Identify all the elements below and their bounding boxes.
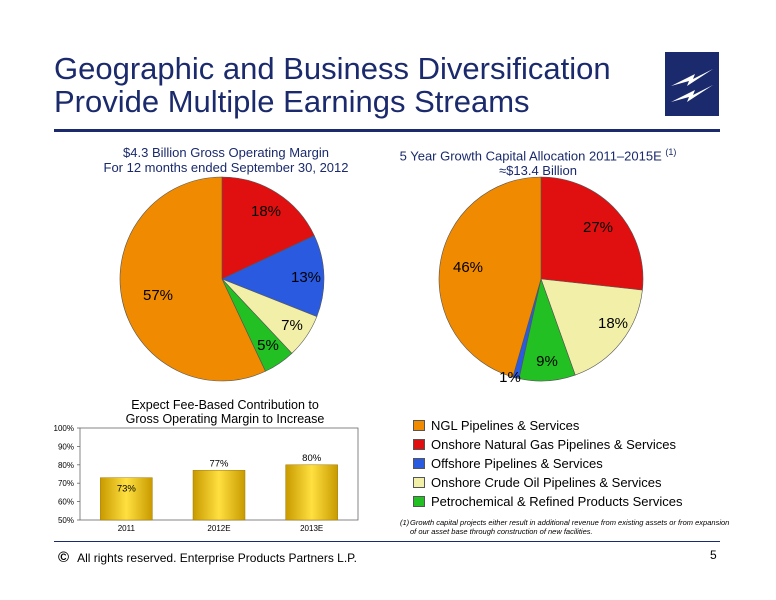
chart-legend: NGL Pipelines & Services Onshore Natural… — [413, 416, 682, 511]
pie2-title: 5 Year Growth Capital Allocation 2011–20… — [388, 145, 688, 178]
pie2-title-superscript: (1) — [665, 147, 677, 157]
pie1-slice-ngl — [119, 176, 266, 382]
legend-label-offshore: Offshore Pipelines & Services — [431, 456, 603, 471]
pie2-label-ngl: 46% — [453, 259, 483, 276]
bar-y-tick-label: 60% — [58, 498, 74, 507]
legend-item-crude-oil: Onshore Crude Oil Pipelines & Services — [413, 473, 682, 492]
footer-divider — [54, 541, 720, 542]
copyright-text: All rights reserved. Enterprise Products… — [77, 550, 357, 565]
page-title: Geographic and Business Diversification … — [54, 52, 654, 118]
pie2-slice-natural-gas — [540, 176, 644, 291]
pie1-title-line-2: For 12 months ended September 30, 2012 — [103, 160, 349, 175]
pie-chart-growth-capital: 46% 27% 1% 18% 9% — [438, 176, 644, 386]
pie2-title-line-2: ≈$13.4 Billion — [499, 163, 577, 179]
legend-swatch-natural-gas — [413, 439, 425, 450]
legend-label-petrochemical: Petrochemical & Refined Products Service… — [431, 494, 683, 509]
bar-x-tick-label: 2011 — [118, 524, 136, 533]
legend-swatch-petrochemical — [413, 496, 425, 507]
bar-data-label: 77% — [209, 458, 229, 469]
bar-y-tick-label: 70% — [58, 479, 74, 488]
pie-chart-gross-operating-margin: 57% 18% 13% 7%5% — [119, 176, 325, 382]
bar-y-tick-label: 90% — [58, 442, 74, 451]
pie1-label-petrochemical: 5% — [257, 337, 279, 354]
legend-item-offshore: Offshore Pipelines & Services — [413, 454, 682, 473]
footnote-number: (1) — [400, 518, 410, 527]
title-divider — [54, 129, 720, 132]
pie2-title-line-1: 5 Year Growth Capital Allocation 2011–20… — [388, 145, 688, 163]
bar-y-tick-label: 100% — [54, 424, 74, 433]
pie1-label-natural-gas: 18% — [251, 203, 281, 220]
company-logo — [665, 52, 719, 116]
pie2-slice-crude-oil — [540, 278, 643, 376]
pie1-title: $4.3 Billion Gross Operating Margin For … — [81, 145, 371, 175]
page-title-line-2: Provide Multiple Earnings Streams — [54, 84, 530, 119]
pie2-label-petrochemical: 9% — [536, 353, 558, 370]
footnote: (1) Growth capital projects either resul… — [400, 518, 730, 536]
legend-item-natural-gas: Onshore Natural Gas Pipelines & Services — [413, 435, 682, 454]
bar-chart-title-line-2: Gross Operating Margin to Increase — [125, 412, 325, 426]
legend-swatch-offshore — [413, 458, 425, 469]
bar-y-tick-label: 80% — [58, 461, 74, 470]
legend-swatch-ngl — [413, 420, 425, 431]
copyright-icon: © — [58, 549, 70, 566]
bar-2011 — [100, 477, 153, 521]
legend-label-crude-oil: Onshore Crude Oil Pipelines & Services — [431, 475, 662, 490]
pie1-slice-offshore — [221, 235, 325, 317]
pie2-label-crude-oil: 18% — [598, 315, 628, 332]
bar-2012E — [192, 470, 246, 521]
page-title-line-1: Geographic and Business Diversification — [54, 51, 611, 86]
pie1-label-offshore: 13% — [291, 269, 321, 286]
bar-x-tick-label: 2012E — [207, 524, 230, 533]
lightning-logo-icon — [665, 52, 719, 116]
pie1-label-ngl: 57% — [143, 287, 173, 304]
bar-chart-title-line-1: Expect Fee-Based Contribution to — [131, 398, 319, 412]
legend-swatch-crude-oil — [413, 477, 425, 488]
bar-data-label: 73% — [117, 484, 137, 495]
bar-y-tick-label: 50% — [58, 516, 74, 525]
legend-item-petrochemical: Petrochemical & Refined Products Service… — [413, 492, 682, 511]
legend-item-ngl: NGL Pipelines & Services — [413, 416, 682, 435]
bar-chart-fee-based: 50% 60% 70% 80% 90% 100% 73% 2011 77% 2012E 80% 201… — [54, 424, 359, 533]
legend-label-natural-gas: Onshore Natural Gas Pipelines & Services — [431, 437, 676, 452]
pie1-slice-natural-gas — [221, 176, 315, 280]
pie2-label-natural-gas: 27% — [583, 219, 613, 236]
pie2-label-offshore: 1% — [499, 369, 521, 386]
pie1-title-line-1: $4.3 Billion Gross Operating Margin — [123, 145, 329, 160]
bar-chart-title: Expect Fee-Based Contribution to Gross O… — [100, 398, 350, 426]
footnote-text: Growth capital projects either result in… — [410, 518, 730, 536]
page-number: 5 — [710, 548, 717, 562]
bar-2013E — [285, 464, 338, 521]
legend-label-ngl: NGL Pipelines & Services — [431, 418, 580, 433]
pie1-label-crude-oil: 7% — [281, 317, 303, 334]
footer: © All rights reserved. Enterprise Produc… — [58, 549, 357, 566]
pie2-title-text: 5 Year Growth Capital Allocation 2011–20… — [399, 148, 662, 164]
bar-data-label: 80% — [302, 453, 322, 464]
pie2-slice-ngl — [438, 176, 542, 378]
bar-x-tick-label: 2013E — [300, 524, 323, 533]
